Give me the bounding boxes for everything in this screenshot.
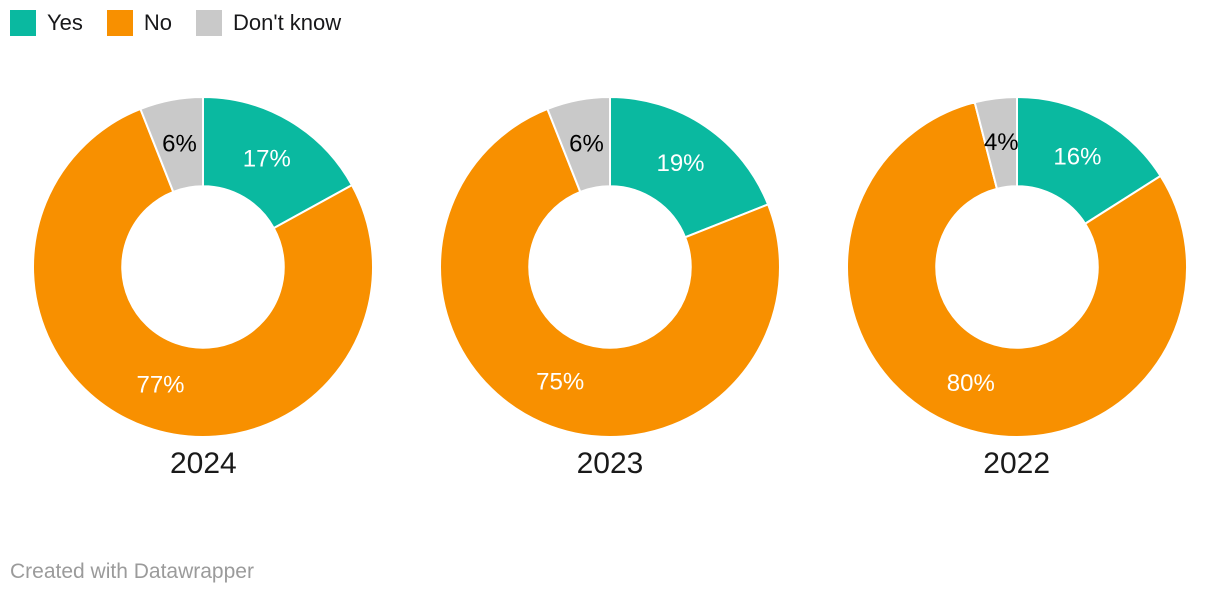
donut-2024: 17% 77% 6% xyxy=(31,95,375,439)
slice-label-no: 75% xyxy=(536,369,584,396)
credit-text: Created with Datawrapper xyxy=(10,560,254,583)
donut-2023: 19% 75% 6% xyxy=(438,95,782,439)
footer: Created with Datawrapper xyxy=(10,560,254,584)
donut-2022: 16% 80% 4% xyxy=(845,95,1189,439)
slice-don-t-know xyxy=(973,95,1018,191)
slice-don-t-know xyxy=(546,95,611,194)
legend-item-dont-know: Don't know xyxy=(196,10,341,36)
donut-svg-2023: 19% 75% 6% xyxy=(439,95,781,438)
legend-label-dont-know: Don't know xyxy=(233,10,342,35)
slice-label-no: 80% xyxy=(946,370,994,397)
slice-no xyxy=(32,107,375,438)
slice-yes xyxy=(609,95,770,239)
legend-swatch-no xyxy=(106,10,133,36)
slice-don-t-know xyxy=(139,95,205,194)
legend: Yes No Don't know xyxy=(10,10,1220,36)
slice-label-yes: 16% xyxy=(1053,144,1101,171)
slice-label-don-t-know: 6% xyxy=(162,130,197,157)
legend-swatch-dont-know xyxy=(196,10,223,36)
donut-svg-2022: 16% 80% 4% xyxy=(845,95,1188,438)
slice-label-yes: 17% xyxy=(243,146,291,173)
slice-yes xyxy=(1015,95,1162,226)
legend-item-yes: Yes xyxy=(10,10,83,36)
slice-label-yes: 19% xyxy=(656,150,704,177)
legend-item-no: No xyxy=(106,10,173,36)
donut-figure-2024: 17% 77% 6% 2024 xyxy=(0,95,407,481)
donut-svg-2024: 17% 77% 6% xyxy=(32,95,375,438)
donut-figure-2022: 16% 80% 4% 2022 xyxy=(813,95,1220,481)
slice-no xyxy=(845,101,1188,438)
legend-label-yes: Yes xyxy=(47,10,83,35)
donut-figure-2023: 19% 75% 6% 2023 xyxy=(407,95,814,481)
slice-label-no: 77% xyxy=(137,372,185,399)
legend-swatch-yes xyxy=(10,10,36,36)
slice-yes xyxy=(202,95,354,230)
donut-title-2023: 2023 xyxy=(576,447,644,480)
slice-no xyxy=(439,107,781,438)
slice-label-don-t-know: 4% xyxy=(984,129,1019,156)
donut-charts-row: 17% 77% 6% 2024 19% 75% 6% 2023 16% 80% 4% 202… xyxy=(0,95,1220,481)
donut-title-2022: 2022 xyxy=(983,447,1051,480)
donut-title-2024: 2024 xyxy=(169,447,237,480)
legend-label-no: No xyxy=(143,10,173,35)
slice-label-don-t-know: 6% xyxy=(569,130,604,157)
